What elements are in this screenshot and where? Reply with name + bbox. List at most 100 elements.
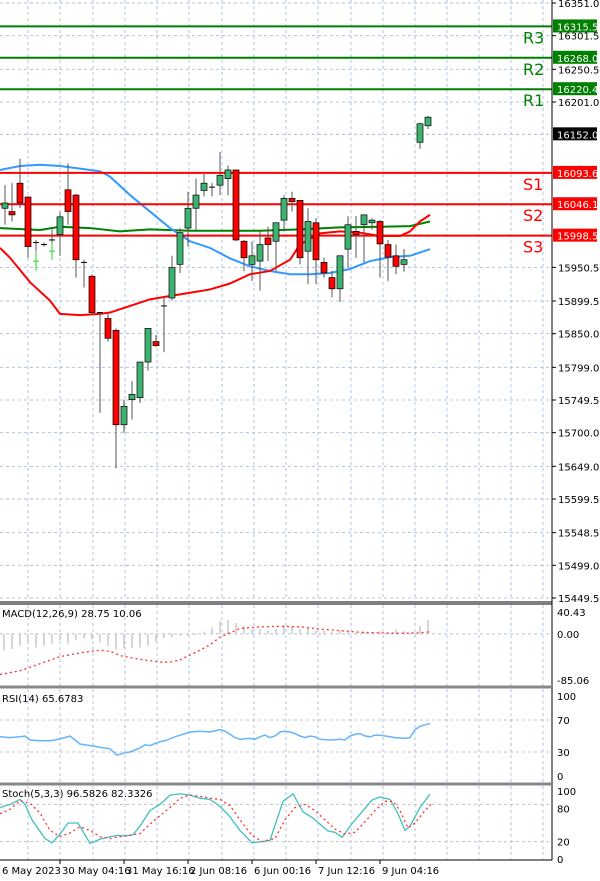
rsi-line — [0, 722, 431, 757]
candle-body — [424, 116, 432, 127]
candle-body — [128, 394, 136, 401]
level-price-tag-text: 16315.5 — [557, 22, 598, 33]
candle — [384, 239, 392, 281]
level-price-tag — [553, 19, 597, 33]
candle-body — [280, 198, 288, 221]
price-label: 15799.0 — [558, 363, 599, 374]
candle — [424, 115, 432, 130]
time-label: 9 Jun 04:16 — [382, 866, 439, 877]
candle-body — [336, 255, 344, 290]
ma-blue-line — [0, 163, 431, 276]
macd-panel[interactable]: 40.43 0.00 -85.06 — [0, 605, 589, 687]
candle-body — [304, 221, 312, 252]
price-label: 15548.5 — [558, 529, 599, 540]
level-price-tag-text: 16093.6 — [557, 169, 598, 180]
candle-body — [240, 240, 248, 259]
rsi-axis-label: 70 — [557, 716, 570, 727]
candle — [64, 163, 72, 225]
candle — [81, 259, 87, 288]
candle — [209, 183, 215, 197]
candle-body — [136, 361, 144, 399]
candle — [368, 218, 376, 230]
candle-body — [272, 222, 280, 242]
price-label: 15499.0 — [558, 561, 599, 572]
price-label: 16301.5 — [558, 32, 599, 43]
candle — [72, 193, 80, 278]
level-price-tag-text: 16268.0 — [557, 54, 598, 65]
stoch-axis-label: 80 — [557, 804, 570, 815]
candle — [360, 214, 368, 263]
candle — [288, 191, 296, 212]
candle-body — [184, 207, 192, 229]
price-panel[interactable]: R3 R2 R1 S1 S2 S3 — [0, 0, 552, 600]
price-axis[interactable]: 16351.0 16301.5 16250.5 16201.0 15950.5 15899… — [552, 0, 599, 605]
level-label-r3: R3 — [523, 28, 544, 47]
candle — [56, 211, 64, 256]
candle-body — [152, 341, 160, 346]
candle — [304, 208, 312, 285]
time-label: 31 May 16:16 — [126, 866, 195, 877]
candle — [16, 158, 24, 209]
macd-axis-label: 0.00 — [557, 630, 579, 641]
macd-axis-label: 40.43 — [557, 608, 586, 619]
candle — [264, 226, 272, 262]
rsi-panel[interactable]: 100 70 30 0 — [0, 689, 576, 783]
time-label: 7 Jun 12:16 — [318, 866, 375, 877]
candle-body — [352, 231, 360, 236]
candle-body — [232, 169, 240, 241]
candle — [41, 242, 47, 247]
stoch-axis-label: 100 — [557, 787, 576, 798]
candle — [161, 297, 167, 353]
price-label: 15749.5 — [558, 396, 599, 407]
level-price-tag-text: 16046.1 — [557, 200, 598, 211]
candle — [184, 191, 192, 247]
pivot-levels: R3 R2 R1 S1 S2 S3 — [0, 25, 552, 257]
candle-body — [400, 259, 408, 265]
candle — [136, 361, 144, 403]
price-label: 15899.5 — [558, 297, 599, 308]
level-price-tag — [553, 50, 597, 64]
candle — [1, 185, 9, 225]
ma-green-line — [0, 220, 431, 233]
level-price-tag-text: 15998.5 — [557, 232, 598, 243]
candle-body — [64, 189, 72, 212]
time-label: 30 May 04:16 — [62, 866, 131, 877]
time-axis[interactable]: 6 May 2023 30 May 04:1631 May 16:162 Jun … — [2, 860, 439, 877]
candle-body — [104, 318, 112, 339]
time-label: 6 May 2023 — [2, 866, 61, 877]
candle-body — [288, 198, 296, 203]
candle — [176, 228, 184, 273]
candle-body — [344, 224, 352, 250]
candle-body — [368, 219, 376, 224]
stochastic-panel[interactable]: 100 80 20 0 — [0, 786, 576, 866]
candle-body — [176, 232, 184, 265]
candle-body — [144, 328, 152, 363]
candle-body — [8, 211, 16, 216]
candle — [168, 255, 176, 301]
price-label: 16250.5 — [558, 65, 599, 76]
candle — [320, 257, 328, 278]
rsi-axis-label: 100 — [557, 692, 576, 703]
macd-axis-label: -85.06 — [557, 676, 589, 687]
stoch-axis-label: 20 — [557, 838, 570, 849]
candle-body — [192, 194, 200, 209]
tick-marker — [49, 242, 55, 260]
rsi-title: RSI(14) 65.6783 — [2, 694, 83, 705]
level-label-s1: S1 — [523, 175, 543, 194]
macd-title: MACD(12,26,9) 28.75 10.06 — [2, 609, 142, 620]
candle — [248, 241, 256, 281]
candle-body — [328, 277, 336, 290]
candle-body — [112, 330, 120, 426]
price-label: 15599.5 — [558, 495, 599, 506]
candle-body — [264, 237, 272, 245]
candle — [128, 381, 136, 420]
price-label: 15850.0 — [558, 330, 599, 341]
candle-body — [72, 194, 80, 261]
candle-body — [384, 244, 392, 258]
level-label-s2: S2 — [523, 206, 543, 225]
candle — [49, 229, 55, 245]
price-label: 16201.0 — [558, 98, 599, 109]
candle — [296, 199, 304, 265]
stoch-axis-label: 0 — [557, 855, 563, 866]
